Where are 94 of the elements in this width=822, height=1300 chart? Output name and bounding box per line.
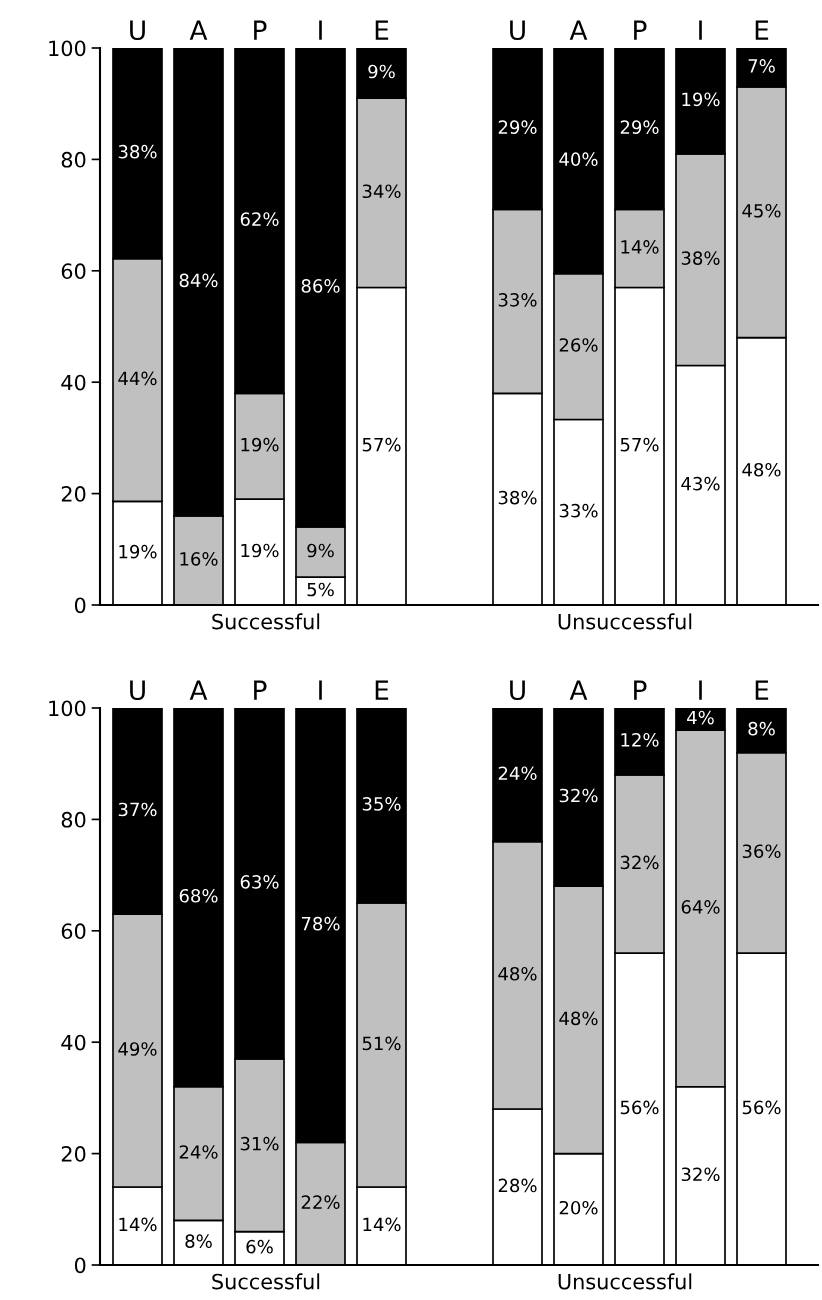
data-label: 33% [559, 503, 598, 518]
x-tick-label: A [569, 680, 588, 700]
data-label: 56% [620, 1100, 659, 1115]
data-label: 19% [241, 437, 279, 452]
data-label: 29% [620, 120, 659, 134]
data-label: 84% [179, 273, 218, 288]
data-label: 43% [681, 476, 720, 491]
data-label: 35% [362, 797, 401, 811]
data-label: 24% [179, 1145, 218, 1159]
data-label: 6% [246, 1239, 273, 1254]
data-label: 14% [119, 1217, 157, 1232]
data-label: 12% [621, 733, 659, 747]
data-label: 45% [742, 203, 781, 218]
data-label: 8% [185, 1234, 212, 1248]
data-label: 19% [682, 92, 720, 107]
data-label: 24% [498, 766, 537, 781]
data-label: 38% [681, 251, 720, 265]
data-label: 14% [363, 1217, 401, 1232]
y-tick-label: 40 [61, 1034, 86, 1051]
x-tick-label: E [375, 20, 389, 40]
data-label: 78% [301, 916, 340, 931]
y-tick-label: 100 [49, 700, 86, 717]
x-axis-title: Successful [212, 1273, 320, 1290]
x-tick-label: I [319, 680, 322, 700]
data-label: 29% [498, 120, 537, 134]
data-label: 28% [498, 1178, 537, 1193]
data-label: 34% [362, 184, 401, 199]
y-tick-label: 100 [49, 40, 86, 57]
y-tick-label: 60 [61, 923, 86, 940]
y-tick-label: 0 [74, 1257, 86, 1274]
x-axis-title: Successful [212, 613, 320, 630]
y-tick-label: 0 [74, 597, 86, 614]
data-label: 64% [681, 900, 720, 914]
x-tick-label: P [634, 20, 647, 40]
data-label: 19% [241, 543, 279, 558]
data-label: 8% [748, 721, 775, 736]
data-label: 57% [620, 437, 659, 452]
data-label: 22% [301, 1195, 340, 1209]
data-label: 57% [362, 437, 401, 452]
x-tick-label: E [755, 680, 769, 700]
data-label: 14% [621, 240, 659, 254]
x-tick-label: A [189, 680, 208, 700]
data-label: 86% [301, 279, 340, 293]
data-label: 5% [307, 582, 334, 597]
y-tick-label: 40 [61, 374, 86, 391]
data-label: 44% [118, 371, 157, 386]
data-label: 38% [498, 490, 537, 505]
data-label: 7% [748, 59, 775, 73]
x-tick-label: I [319, 20, 322, 40]
y-tick-label: 60 [61, 263, 86, 280]
x-tick-label: I [699, 680, 702, 700]
data-label: 33% [498, 293, 537, 307]
y-tick-label: 20 [61, 486, 86, 502]
data-label: 62% [240, 212, 279, 226]
data-label: 16% [180, 552, 218, 566]
data-label: 31% [240, 1136, 279, 1151]
data-label: 48% [498, 966, 537, 981]
x-tick-label: I [699, 20, 702, 40]
data-label: 19% [119, 544, 157, 559]
data-label: 49% [118, 1042, 157, 1056]
x-tick-label: U [510, 680, 525, 701]
x-tick-label: U [130, 680, 145, 701]
data-label: 9% [368, 64, 395, 79]
data-label: 32% [681, 1167, 720, 1182]
x-tick-label: P [254, 20, 267, 40]
data-label: 37% [118, 802, 157, 817]
data-label: 40% [559, 152, 598, 167]
data-label: 36% [742, 844, 781, 859]
y-tick-label: 80 [61, 811, 86, 828]
data-label: 51% [362, 1036, 401, 1051]
x-tick-label: A [189, 20, 208, 40]
x-axis-title: Unsuccessful [558, 613, 692, 630]
x-tick-label: E [755, 20, 769, 40]
x-tick-label: P [254, 680, 267, 700]
data-label: 32% [559, 788, 598, 803]
data-label: 38% [118, 144, 157, 159]
x-tick-label: U [130, 20, 145, 41]
y-tick-label: 20 [61, 1146, 86, 1162]
data-label: 68% [179, 888, 218, 903]
data-label: 4% [687, 710, 714, 725]
data-label: 56% [742, 1100, 781, 1115]
x-tick-label: E [375, 680, 389, 700]
data-label: 20% [559, 1200, 598, 1215]
data-label: 26% [559, 338, 598, 352]
data-label: 48% [742, 462, 781, 477]
data-label: 32% [620, 855, 659, 870]
x-tick-label: U [510, 20, 525, 41]
x-tick-label: P [634, 680, 647, 700]
data-label: 63% [240, 875, 279, 889]
data-label: 9% [307, 543, 334, 558]
x-tick-label: A [569, 20, 588, 40]
x-axis-title: Unsuccessful [558, 1273, 692, 1290]
y-tick-label: 80 [61, 151, 86, 168]
data-label: 48% [559, 1011, 598, 1026]
